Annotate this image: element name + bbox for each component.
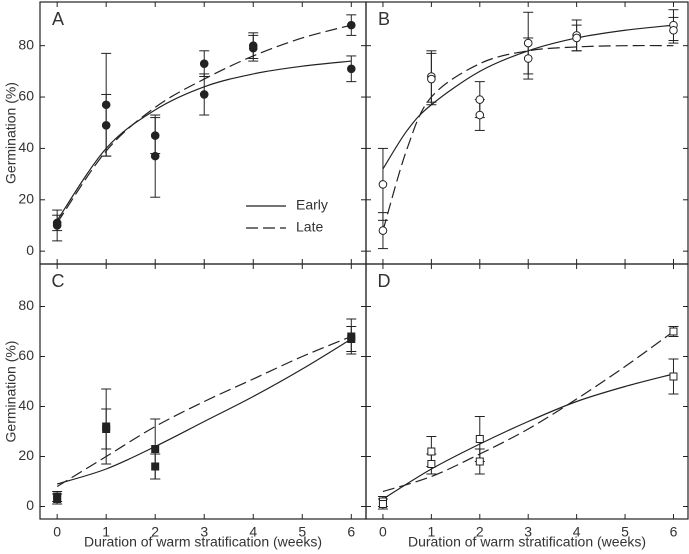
data-point	[669, 25, 678, 35]
data-point	[378, 180, 388, 189]
panel-label: C	[52, 271, 65, 291]
y-tick-label: 20	[18, 190, 34, 206]
legend-label: Early	[296, 197, 328, 213]
data-point	[53, 492, 62, 501]
data-point	[475, 435, 484, 443]
panel-frame	[365, 263, 689, 520]
fit-curve	[382, 44, 674, 231]
y-tick-label: 40	[18, 139, 34, 155]
data-point	[475, 110, 485, 120]
data-point	[475, 457, 484, 466]
data-point	[347, 335, 356, 343]
data-point	[199, 59, 209, 68]
x-tick-label: 5	[298, 524, 306, 540]
data-point	[378, 226, 388, 235]
data-point	[52, 221, 62, 230]
data-point	[427, 74, 436, 84]
data-point	[199, 90, 209, 99]
data-point	[475, 95, 485, 104]
y-tick-label: 20	[18, 447, 34, 463]
x-tick-label: 0	[53, 524, 61, 540]
y-tick-label: 0	[26, 497, 34, 513]
x-tick-label: 3	[200, 524, 208, 540]
panel-label: B	[378, 9, 390, 29]
y-tick-label: 0	[26, 242, 34, 258]
panel-frame	[39, 263, 367, 520]
y-axis-label: Germination (%)	[3, 341, 19, 443]
data-point	[346, 64, 356, 74]
panel-label: A	[52, 9, 64, 29]
data-point	[378, 500, 387, 508]
x-tick-label: 4	[573, 524, 581, 540]
x-tick-label: 0	[379, 524, 387, 540]
y-tick-label: 60	[18, 347, 34, 363]
x-tick-label: 6	[670, 524, 678, 540]
data-point	[427, 447, 436, 456]
x-tick-label: 2	[151, 524, 159, 540]
fit-curve	[382, 331, 674, 493]
y-tick-label: 40	[18, 397, 34, 413]
x-tick-label: 4	[249, 524, 257, 540]
x-tick-label: 6	[347, 524, 355, 540]
x-tick-label: 2	[476, 524, 484, 540]
x-tick-label: 1	[102, 524, 110, 540]
x-axis-label: Duration of warm stratification (weeks)	[84, 534, 322, 550]
data-point	[523, 38, 533, 48]
data-point	[102, 425, 111, 433]
x-tick-label: 5	[621, 524, 629, 540]
y-tick-label: 80	[18, 36, 34, 52]
legend-label: Late	[296, 219, 323, 235]
x-tick-label: 3	[524, 524, 532, 540]
y-axis-label: Germination (%)	[3, 82, 19, 184]
data-point	[151, 462, 160, 471]
data-point	[669, 327, 678, 336]
data-point	[151, 445, 160, 453]
fit-curve	[56, 24, 352, 224]
y-tick-label: 80	[18, 297, 34, 313]
data-point	[523, 54, 533, 63]
data-point	[101, 100, 111, 110]
data-point	[427, 460, 436, 468]
data-point	[346, 20, 356, 30]
data-point	[101, 120, 111, 130]
x-tick-label: 1	[427, 524, 435, 540]
y-tick-label: 60	[18, 88, 34, 104]
data-point	[150, 131, 160, 140]
data-point	[669, 372, 678, 381]
fit-curve	[56, 338, 352, 485]
data-point	[150, 151, 160, 161]
x-axis-label: Duration of warm stratification (weeks)	[408, 534, 646, 550]
panel-label: D	[378, 271, 391, 291]
data-point	[248, 43, 258, 53]
fit-curve	[382, 24, 674, 170]
data-point	[572, 33, 581, 43]
